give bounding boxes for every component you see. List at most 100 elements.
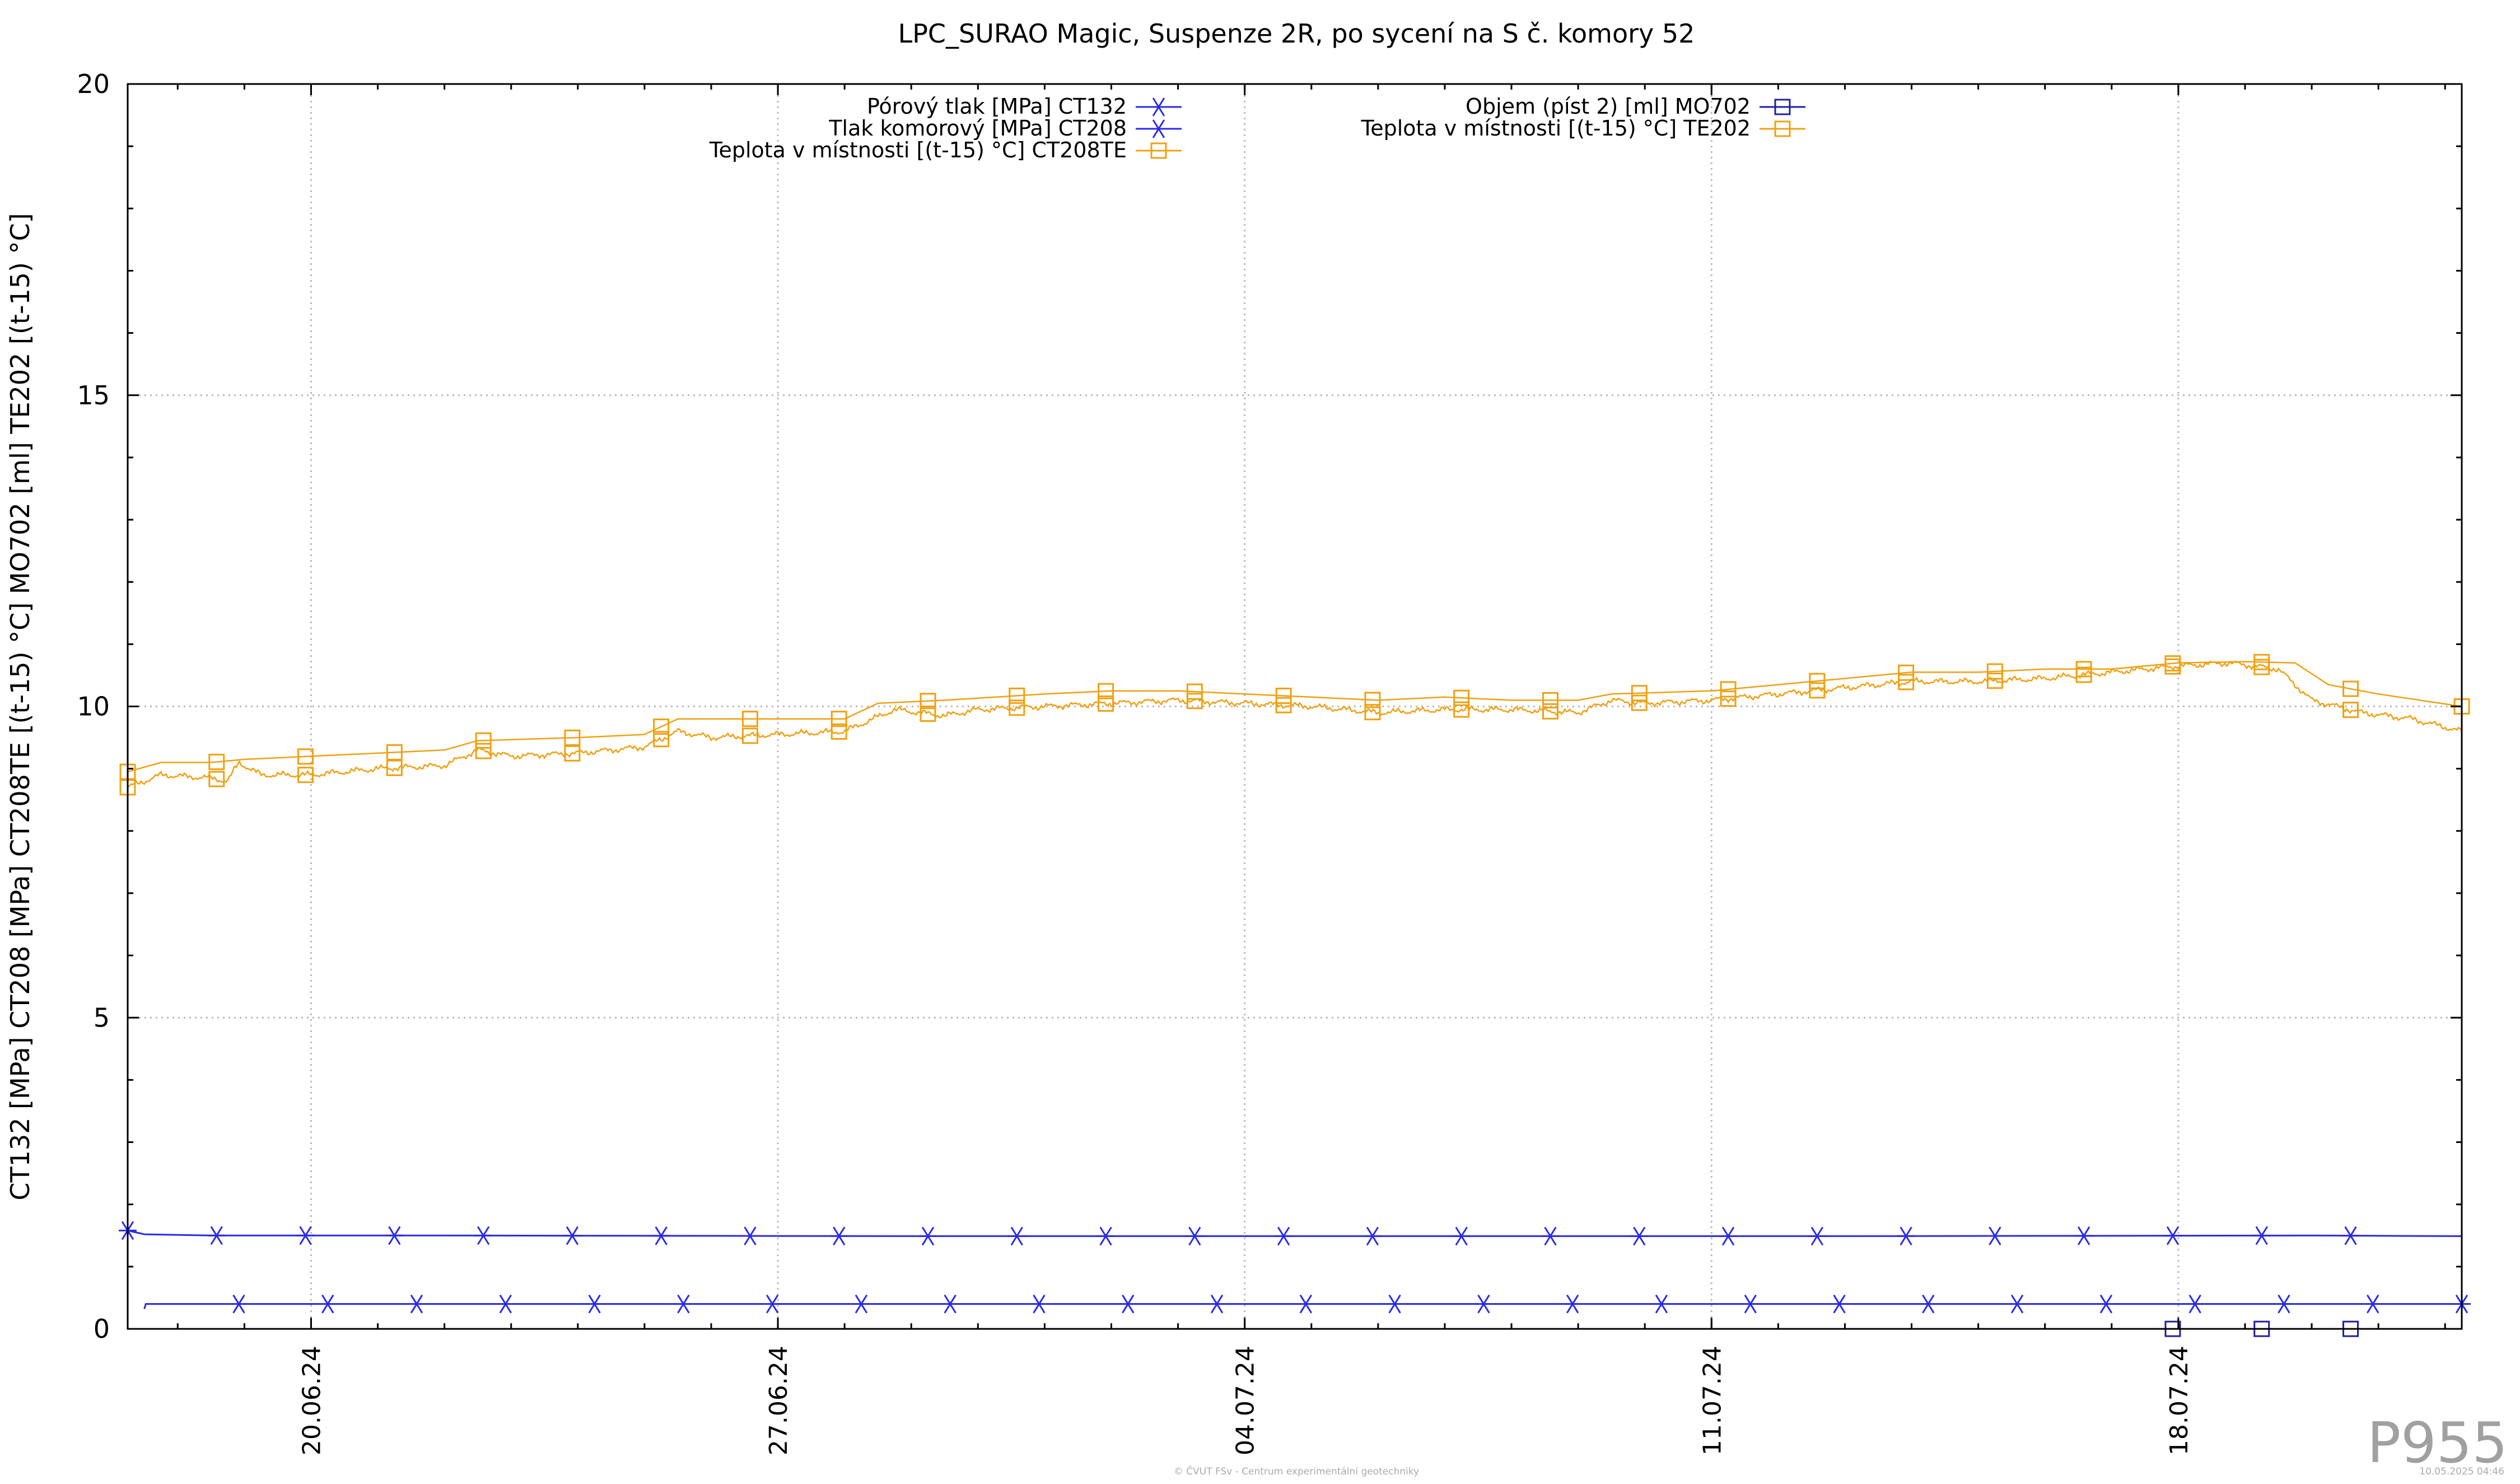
series-0 bbox=[119, 1221, 2462, 1246]
series-marker bbox=[1898, 674, 1915, 690]
series-marker bbox=[1919, 1294, 1938, 1314]
series-marker bbox=[2097, 1294, 2115, 1314]
series-marker bbox=[1631, 694, 1648, 711]
legend-item: Teplota v místnosti [(t-15) °C] TE202 bbox=[1360, 116, 1805, 141]
axes: 0 5 10 15 20 20.06.24 27.06.24 04.07.24 11.07.24… bbox=[77, 69, 2462, 1455]
series-marker bbox=[1364, 692, 1381, 708]
series-marker bbox=[1030, 1294, 1048, 1314]
series-marker bbox=[2342, 702, 2359, 718]
y-tick-label: 20 bbox=[77, 69, 110, 99]
series-marker bbox=[1363, 1226, 1382, 1246]
series-marker bbox=[763, 1294, 782, 1314]
series-marker bbox=[496, 1294, 515, 1314]
series-marker bbox=[1808, 1226, 1826, 1246]
series-marker bbox=[830, 723, 847, 740]
series-4 bbox=[119, 654, 2470, 780]
series-marker bbox=[2075, 661, 2092, 678]
series-marker bbox=[1186, 683, 1203, 700]
series-marker bbox=[297, 748, 314, 765]
legend-item: Pórový tlak [MPa] CT132 bbox=[867, 94, 1182, 119]
x-tick-label: 04.07.24 bbox=[1231, 1346, 1260, 1455]
series-marker bbox=[741, 711, 758, 727]
series-marker bbox=[1898, 664, 1915, 681]
series-marker bbox=[1007, 1226, 1026, 1246]
series-marker bbox=[1986, 663, 2003, 680]
series-marker bbox=[1275, 688, 1292, 704]
series-marker bbox=[1720, 681, 1737, 698]
legend-marker bbox=[1774, 120, 1791, 137]
series-marker bbox=[2341, 1226, 2360, 1245]
series-marker bbox=[1364, 704, 1381, 721]
series-marker bbox=[653, 731, 670, 748]
y-tick-label: 15 bbox=[77, 380, 110, 410]
series-marker bbox=[297, 767, 314, 783]
series-marker bbox=[564, 729, 581, 746]
series-marker bbox=[830, 711, 847, 727]
series-marker bbox=[475, 732, 492, 749]
series-marker bbox=[2008, 1294, 2027, 1314]
legend-marker bbox=[1150, 97, 1168, 116]
legend-label: Pórový tlak [MPa] CT132 bbox=[867, 94, 1127, 119]
series-marker bbox=[1564, 1294, 1582, 1314]
series-marker bbox=[1208, 1294, 1226, 1314]
series-marker bbox=[2253, 654, 2270, 670]
series-marker bbox=[1830, 1294, 1849, 1314]
legend-label: Tlak komorový [MPa] CT208 bbox=[828, 116, 1127, 141]
y-tick-label: 10 bbox=[77, 692, 110, 722]
series-marker bbox=[1720, 690, 1737, 707]
series-marker bbox=[1098, 683, 1114, 699]
legend-marker bbox=[1150, 142, 1167, 159]
series-marker bbox=[2364, 1294, 2382, 1314]
series-marker bbox=[1652, 1294, 1670, 1314]
series-marker bbox=[1474, 1294, 1493, 1314]
series-marker bbox=[208, 754, 225, 771]
series-marker bbox=[564, 745, 581, 762]
series-marker bbox=[919, 1226, 937, 1246]
series-marker bbox=[1741, 1294, 1760, 1314]
legend-marker bbox=[1774, 99, 1791, 115]
series-marker bbox=[2163, 1226, 2182, 1245]
x-tick-label: 18.07.24 bbox=[2165, 1346, 2194, 1455]
series-marker bbox=[408, 1294, 426, 1314]
series-marker bbox=[1186, 1226, 1204, 1246]
series-line bbox=[127, 1229, 2462, 1237]
series-marker bbox=[1986, 673, 2003, 689]
footer-copyright: © ČVUT FSv - Centrum experimentální geot… bbox=[1174, 1465, 1419, 1477]
series-1 bbox=[143, 1294, 2471, 1314]
series-marker bbox=[563, 1226, 581, 1245]
series-marker bbox=[674, 1294, 693, 1314]
grid-lines bbox=[128, 84, 2462, 1329]
series-marker bbox=[1631, 685, 1648, 702]
series-marker bbox=[652, 1226, 670, 1245]
footer-timestamp: 10.05.2025 04:46 bbox=[2419, 1466, 2504, 1477]
series-marker bbox=[319, 1294, 337, 1314]
x-tick-label: 20.06.24 bbox=[297, 1346, 326, 1455]
y-tick-label: 5 bbox=[94, 1002, 110, 1033]
chart-title: LPC_SURAO Magic, Suspenze 2R, po sycení … bbox=[898, 18, 1695, 49]
series-marker bbox=[1809, 682, 1826, 699]
series-marker bbox=[296, 1226, 315, 1245]
legend-item: Teplota v místnosti [(t-15) °C] CT208TE bbox=[709, 138, 1182, 162]
series-marker bbox=[2252, 1226, 2271, 1245]
series-marker bbox=[1275, 1226, 1293, 1246]
series-marker bbox=[208, 771, 225, 787]
series-marker bbox=[1809, 673, 1826, 689]
series-marker bbox=[1009, 687, 1025, 704]
series-marker bbox=[385, 1226, 404, 1245]
series-line bbox=[127, 660, 2463, 788]
series-marker bbox=[474, 1226, 493, 1245]
series-marker bbox=[741, 1226, 759, 1245]
series-marker bbox=[1452, 1226, 1471, 1246]
series-line bbox=[143, 1303, 2462, 1309]
series-marker bbox=[1186, 693, 1203, 710]
series-marker bbox=[2186, 1294, 2204, 1314]
legend-item: Tlak komorový [MPa] CT208 bbox=[828, 116, 1182, 141]
legend-item: Objem (píst 2) [ml] MO702 bbox=[1466, 94, 1805, 119]
series-marker bbox=[1009, 699, 1025, 716]
watermark: P955 bbox=[2367, 1410, 2508, 1476]
series-marker bbox=[1719, 1226, 1738, 1246]
series-marker bbox=[1453, 701, 1470, 718]
legend-marker bbox=[1150, 119, 1168, 138]
series-marker bbox=[1119, 1294, 1137, 1314]
series-marker bbox=[386, 759, 403, 776]
